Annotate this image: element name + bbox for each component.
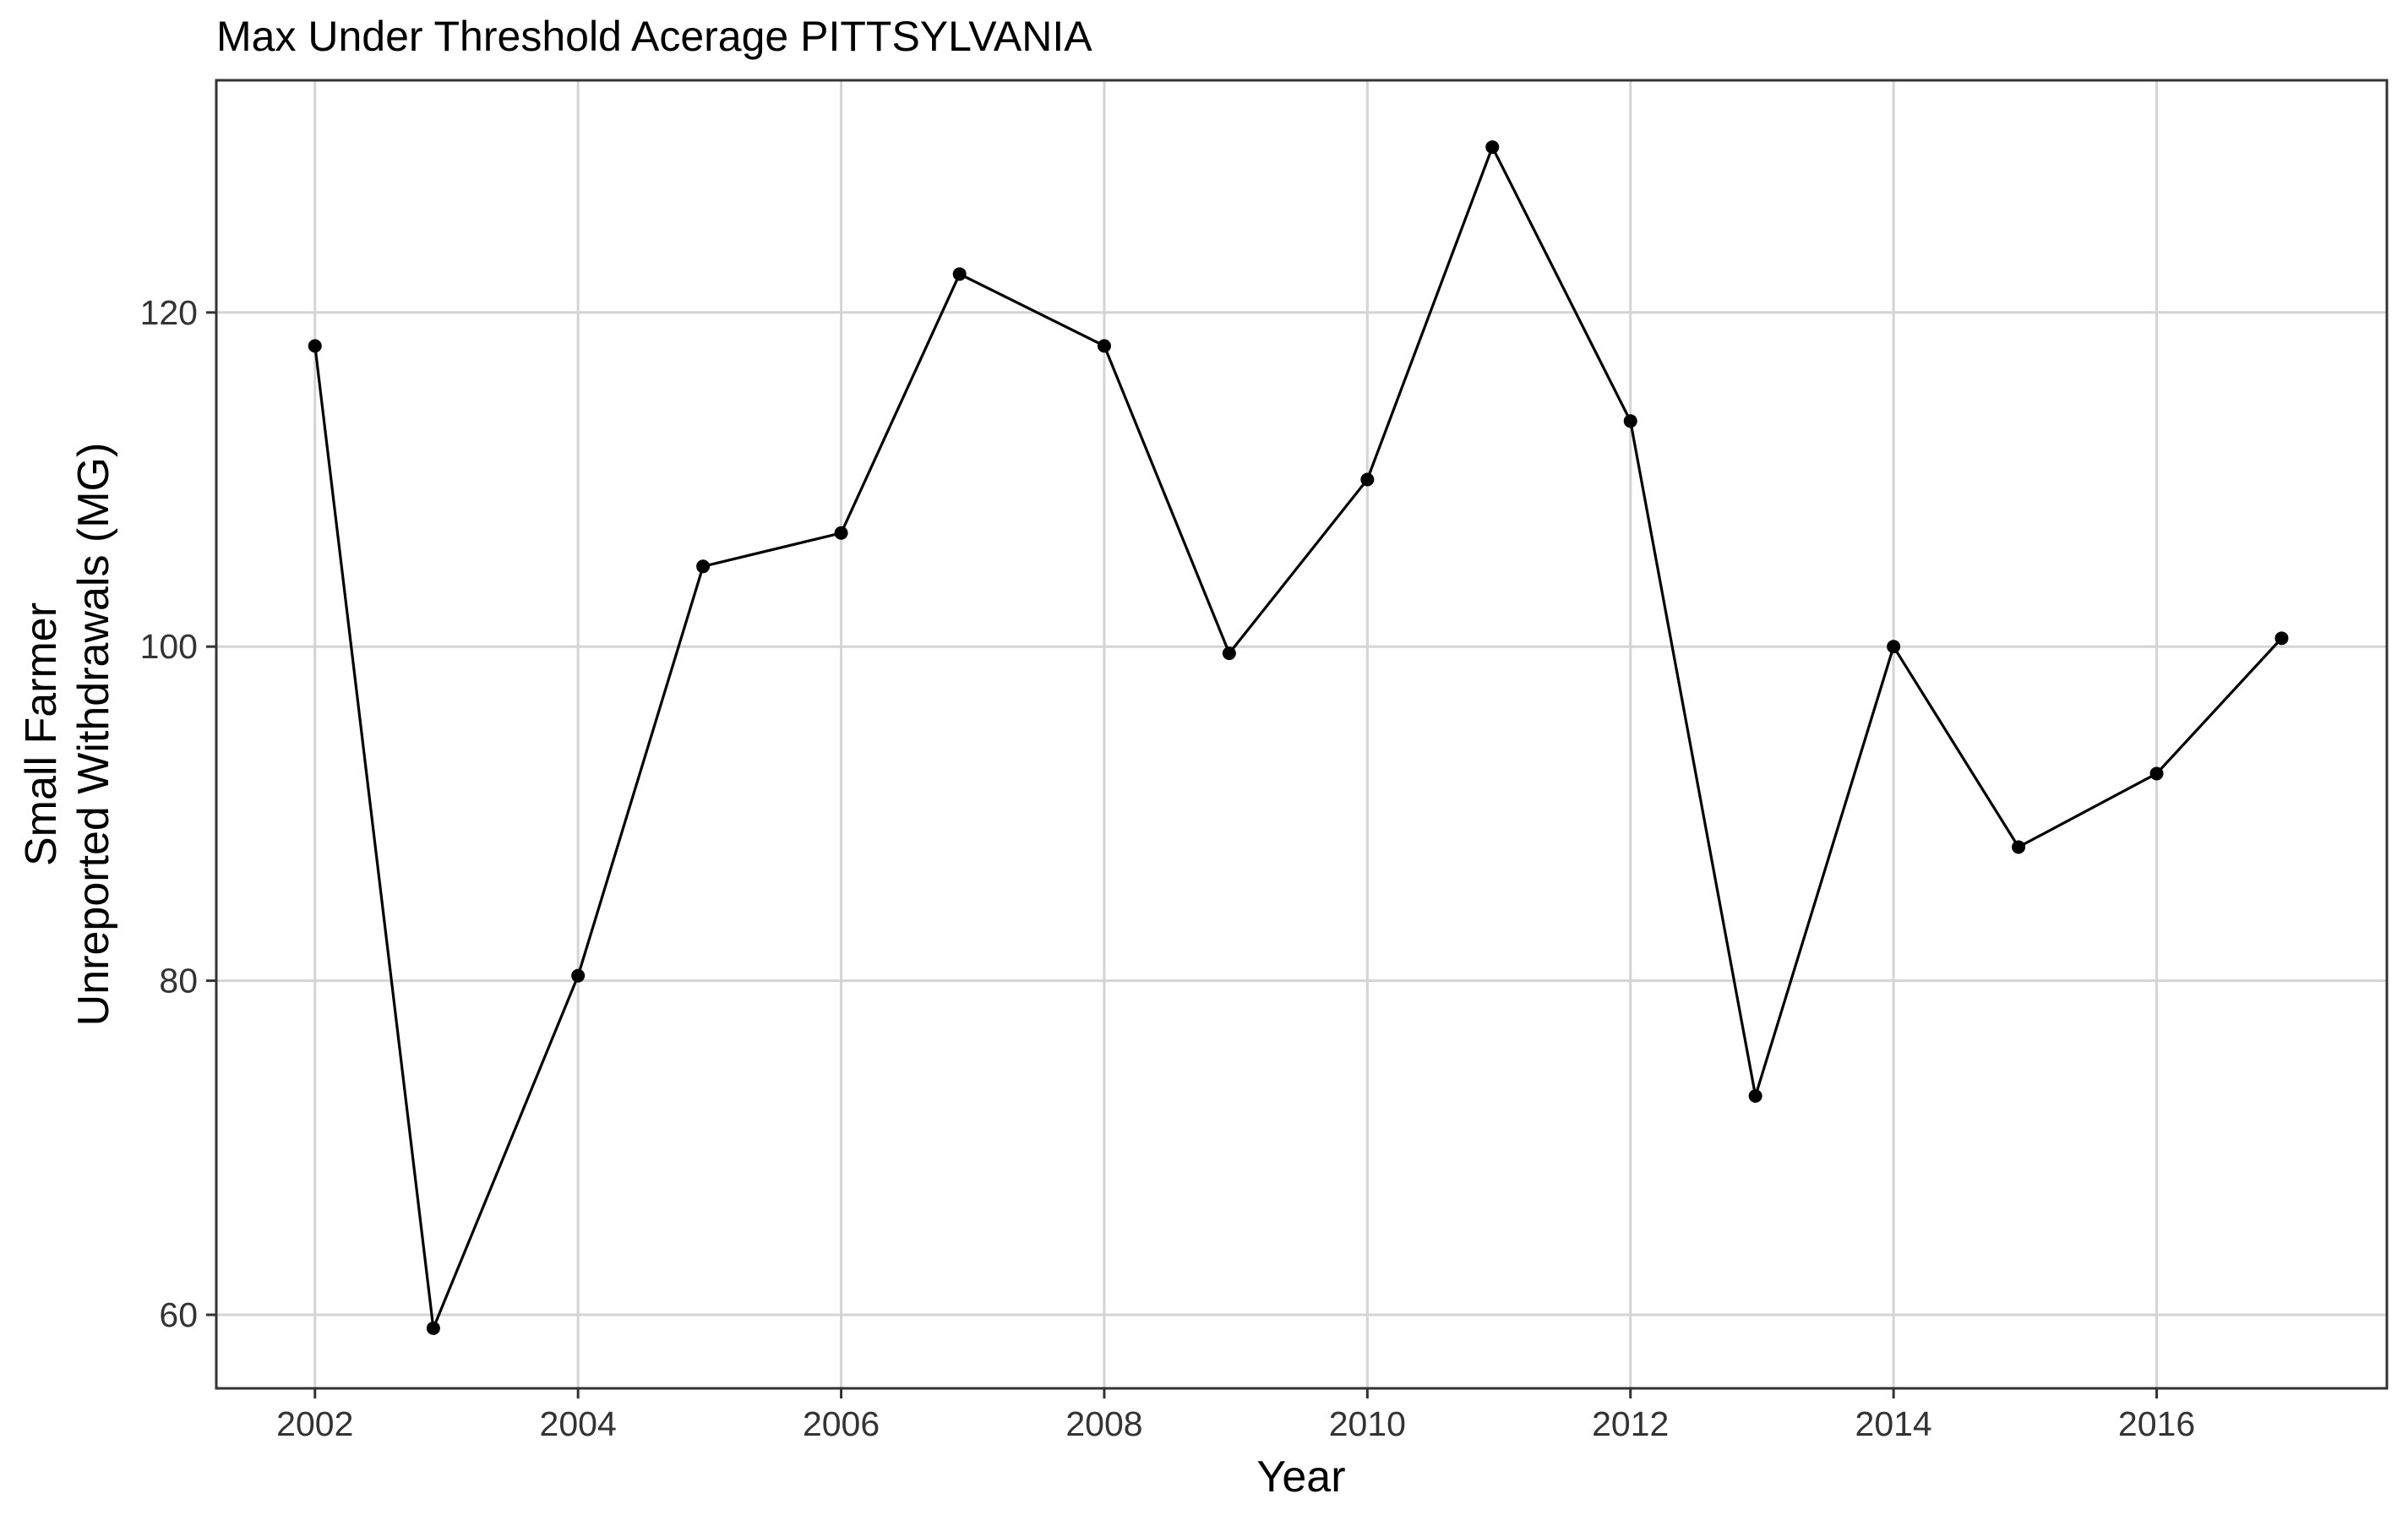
- series-layer: [308, 140, 2289, 1335]
- y-tick-label: 80: [159, 962, 198, 1000]
- x-tick-label: 2002: [276, 1404, 353, 1443]
- data-point: [834, 526, 848, 540]
- chart-title: Max Under Threshold Acerage PITTSYLVANIA: [216, 13, 1092, 60]
- data-point: [1097, 339, 1111, 353]
- data-point: [1887, 640, 1901, 654]
- data-point: [1222, 646, 1236, 661]
- data-point: [1485, 140, 1500, 155]
- data-point: [1623, 414, 1637, 428]
- plot-panel-border: [215, 79, 2389, 1390]
- series-line: [313, 144, 2283, 1334]
- data-point: [2275, 631, 2289, 646]
- data-point: [426, 1321, 440, 1335]
- x-tick-label: 2014: [1855, 1404, 1932, 1443]
- gridlines: [216, 80, 2387, 1388]
- data-point: [696, 559, 711, 574]
- x-tick-label: 2012: [1592, 1404, 1669, 1443]
- y-axis-title-line: Small Farmer: [17, 602, 66, 866]
- data-point: [1748, 1089, 1762, 1104]
- y-axis-title-line: Unreported Withdrawals (MG): [69, 443, 118, 1027]
- data-point: [308, 339, 322, 353]
- y-tick-label: 120: [140, 293, 198, 332]
- data-point: [571, 968, 586, 983]
- x-tick-label: 2006: [803, 1404, 880, 1443]
- y-tick-label: 100: [140, 627, 198, 666]
- y-axis-title: Small Farmer Unreported Withdrawals (MG): [17, 443, 118, 1027]
- x-tick-label: 2004: [540, 1404, 617, 1443]
- data-point: [2012, 840, 2026, 854]
- x-tick-label: 2010: [1329, 1404, 1406, 1443]
- x-tick-label: 2016: [2118, 1404, 2195, 1443]
- x-axis-title: Year: [1256, 1453, 1345, 1502]
- axis-ticks: 2002 2004 2006 2008 2010 2012 2014 2016 60 80 100 1…: [140, 293, 2196, 1443]
- y-tick-label: 60: [159, 1295, 198, 1334]
- x-tick-label: 2008: [1065, 1404, 1142, 1443]
- data-point: [952, 267, 967, 281]
- data-point: [2149, 766, 2164, 781]
- data-point: [1360, 472, 1375, 487]
